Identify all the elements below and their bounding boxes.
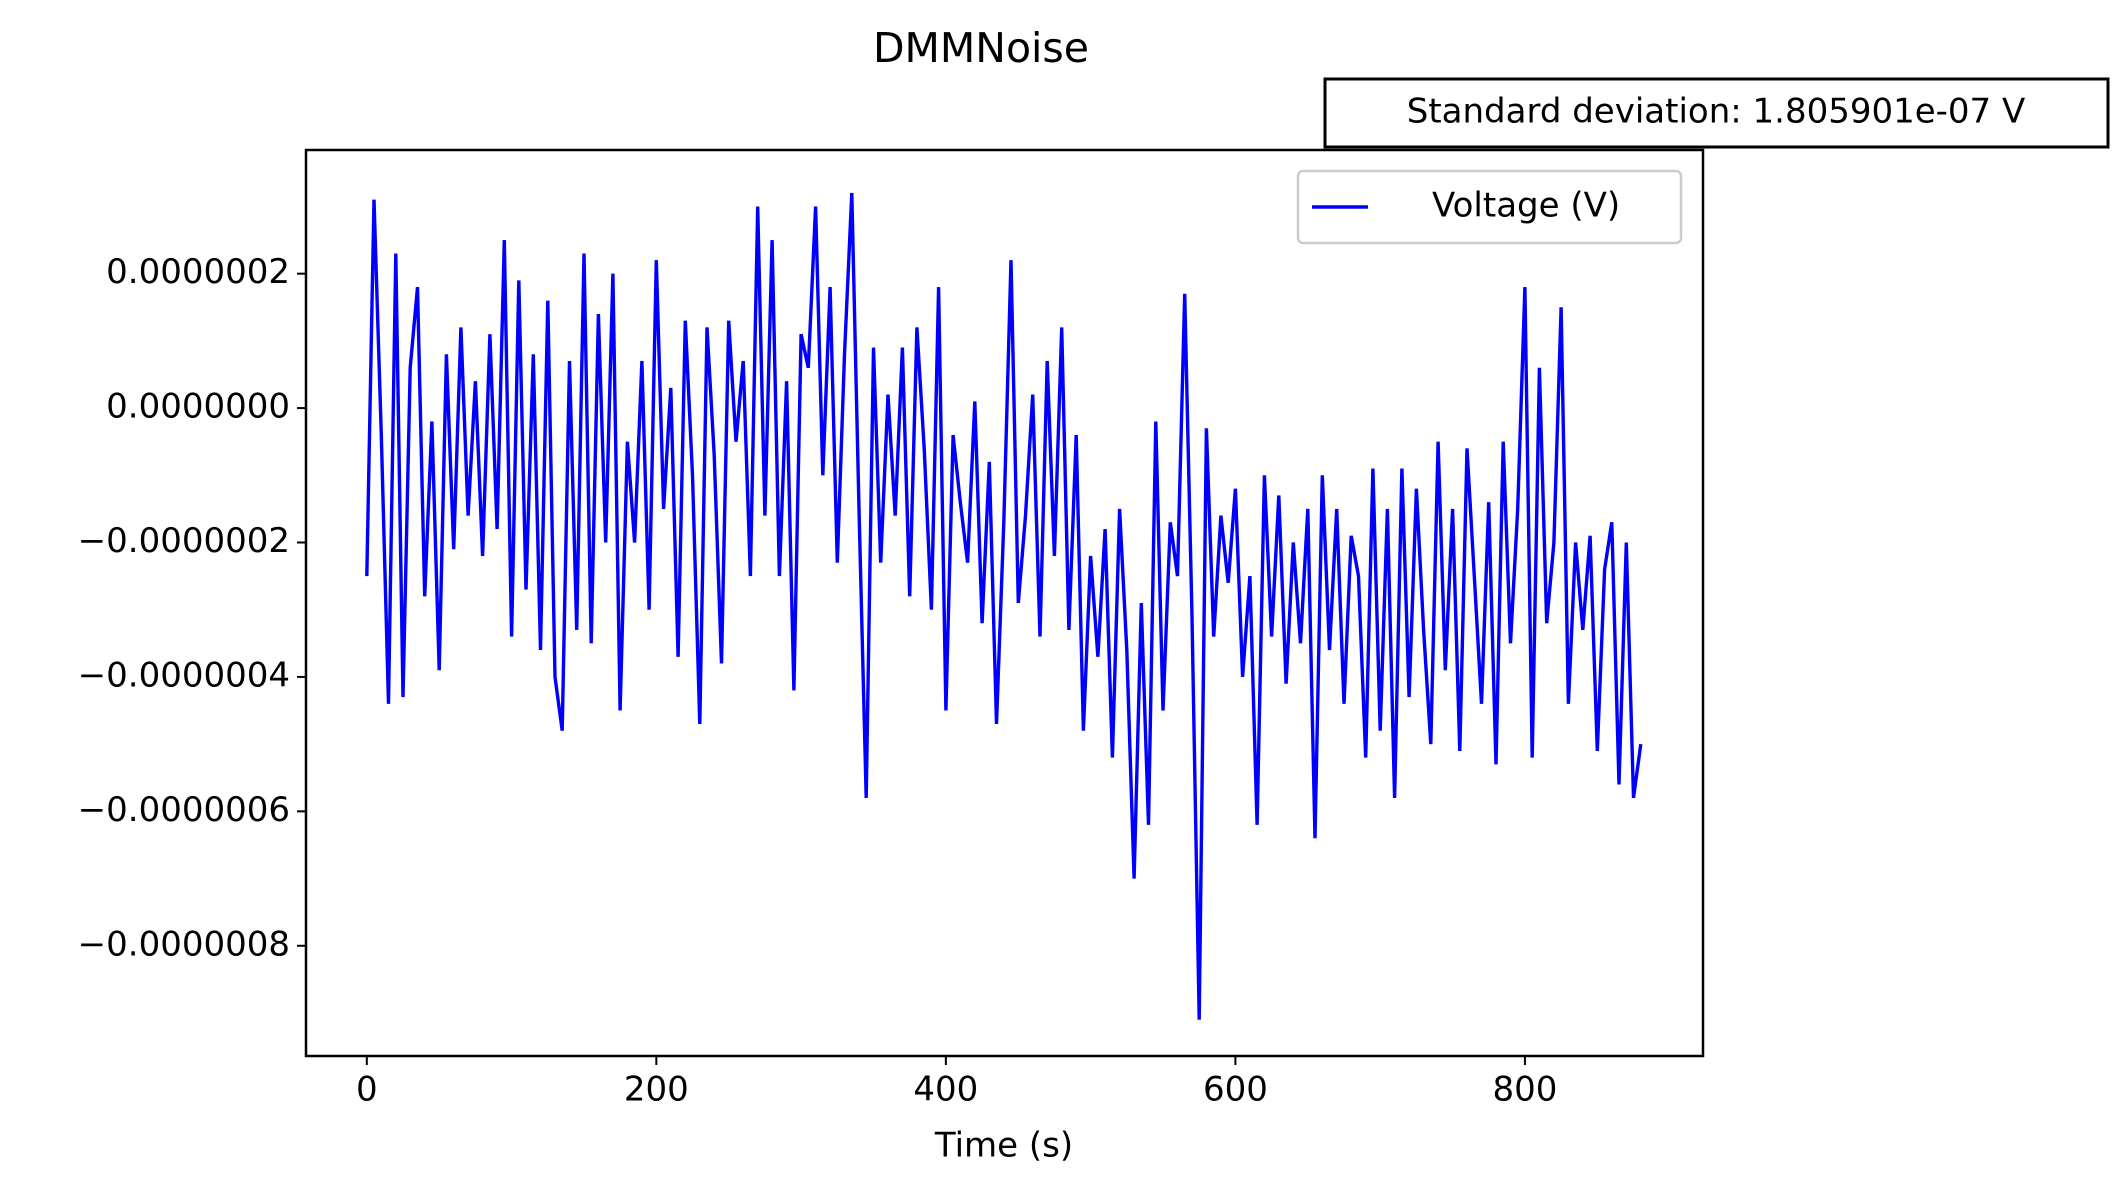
x-axis-label: Time (s) (934, 1126, 1073, 1166)
plot-frame (304, 148, 1705, 1058)
x-tick-label: 400 (913, 1070, 978, 1110)
legend-label: Voltage (V) (1432, 186, 1620, 226)
x-tick-label: 600 (1203, 1070, 1268, 1110)
x-tick-label: 0 (356, 1070, 378, 1110)
chart-title: DMMNoise (873, 24, 1089, 72)
y-tick-label: −0.0000008 (78, 924, 290, 964)
data-line (365, 192, 1643, 1020)
y-tick-label: −0.0000002 (78, 521, 290, 561)
legend-box (1296, 169, 1683, 245)
x-tick-label: 800 (1492, 1070, 1557, 1110)
y-tick-label: −0.0000004 (78, 655, 290, 695)
annotation-box (1323, 77, 2110, 149)
x-tick-label: 200 (624, 1070, 689, 1110)
y-tick-label: 0.0000000 (106, 387, 290, 427)
annotation: Standard deviation: 1.805901e-07 V (1407, 92, 2026, 132)
y-tick-label: −0.0000006 (78, 790, 290, 830)
y-tick-label: 0.0000002 (106, 252, 290, 292)
